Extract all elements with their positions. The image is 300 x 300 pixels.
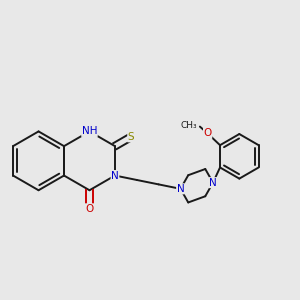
Text: O: O	[85, 204, 94, 214]
Text: N: N	[177, 184, 184, 194]
Text: O: O	[203, 128, 212, 138]
Text: CH₃: CH₃	[180, 121, 197, 130]
Text: N: N	[209, 178, 217, 188]
Text: NH: NH	[82, 126, 97, 136]
Text: S: S	[128, 132, 134, 142]
Text: N: N	[111, 170, 119, 181]
